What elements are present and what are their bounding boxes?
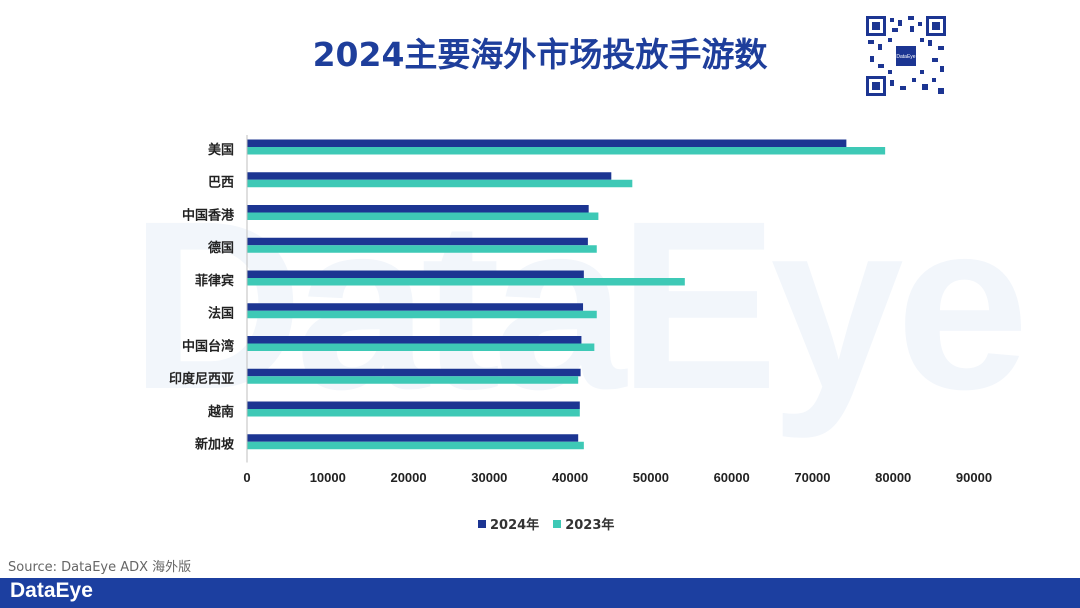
bar-2024年 [247,401,580,409]
legend-label-2024: 2024年 [490,518,540,533]
bar-2023年 [247,212,599,220]
category-label: 巴西 [208,176,234,191]
x-tick-label: 70000 [794,470,830,485]
category-label: 德国 [208,240,234,256]
x-tick-label: 60000 [714,470,750,485]
bar-2023年 [247,147,886,155]
x-tick-label: 50000 [633,470,669,485]
legend-swatch-2023 [553,519,562,528]
category-label: 中国台湾 [182,338,234,354]
bar-2023年 [247,278,685,286]
bar-2023年 [247,179,633,188]
bar-2023年 [247,441,584,450]
legend-label-2023: 2023年 [565,518,615,533]
category-label: 法国 [208,306,234,322]
bar-2024年 [247,237,588,246]
category-label: 新加坡 [195,437,235,453]
legend-swatch-2024 [478,519,486,528]
bar-2023年 [247,310,597,319]
x-tick-label: 30000 [471,470,507,485]
x-tick-label: 40000 [552,470,588,485]
x-tick-label: 10000 [310,470,346,485]
bar-2024年 [247,270,584,278]
category-label: 菲律宾 [195,273,234,289]
x-tick-label: 20000 [390,470,426,485]
bar-2024年 [247,205,589,213]
qr-logo-text: DataEye [896,54,915,60]
footer-bar: DataEye [0,578,1080,608]
x-tick-label: 0 [243,470,250,485]
bar-2023年 [247,376,579,384]
category-label: 美国 [208,142,234,158]
footer-logo: DataEye [10,579,93,602]
x-tick-label: 90000 [956,470,992,485]
bar-2024年 [247,336,582,344]
legend: 2024年 2023年 [478,514,614,533]
bar-2023年 [247,409,580,417]
bar-2023年 [247,245,597,253]
qr-code: DataEye [866,16,946,96]
category-label: 印度尼西亚 [169,371,234,387]
bar-2024年 [247,368,581,377]
bar-2023年 [247,343,595,351]
bar-2024年 [247,139,847,147]
bar-2024年 [247,172,612,180]
source-note: Source: DataEye ADX 海外版 [8,560,192,575]
legend-item-2023: 2023年 [553,514,614,533]
bar-2024年 [247,434,579,442]
bar-2024年 [247,303,584,311]
category-label: 中国香港 [182,207,235,223]
category-label: 越南 [207,404,234,420]
chart-title: 2024主要海外市场投放手游数 [312,35,768,74]
legend-item-2024: 2024年 [478,514,539,533]
x-tick-label: 80000 [875,470,911,485]
